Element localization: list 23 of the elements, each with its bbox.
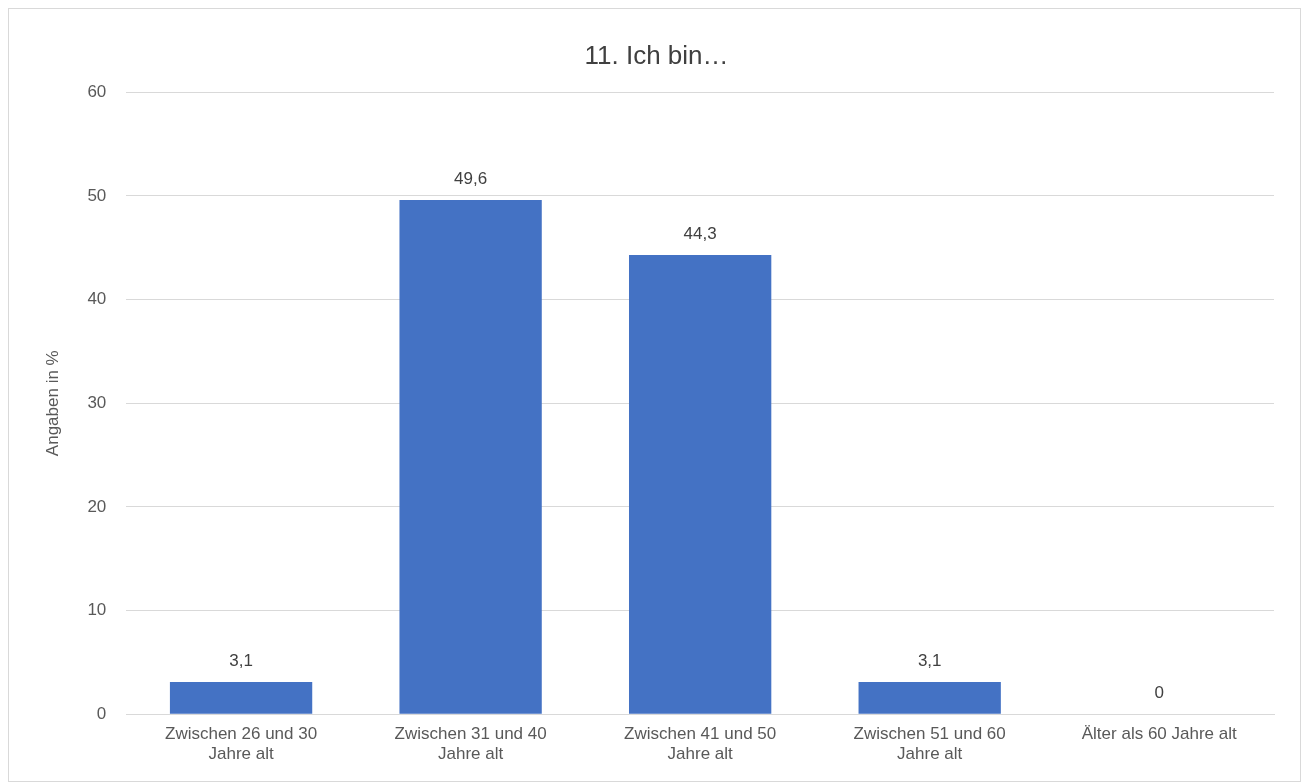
y-tick-label: 10 (87, 600, 107, 620)
data-label: 49,6 (454, 169, 488, 189)
bar (629, 254, 772, 714)
y-axis-title: Angaben in % (42, 350, 62, 457)
bar (399, 200, 542, 714)
y-tick-label: 20 (87, 496, 107, 516)
y-tick-label: 0 (96, 703, 107, 723)
y-tick-label: 30 (87, 392, 107, 412)
x-tick-label: Zwischen 51 und 60 Jahre alt (853, 724, 1006, 764)
y-tick-label: 60 (87, 81, 107, 101)
x-tick-label: Zwischen 26 und 30 Jahre alt (165, 724, 318, 764)
bar (169, 682, 313, 714)
data-label: 3,1 (917, 651, 942, 671)
x-tick-label: Zwischen 41 und 50 Jahre alt (624, 724, 777, 764)
x-tick-label: Zwischen 31 und 40 Jahre alt (394, 724, 547, 764)
chart-title: 11. Ich bin… (584, 39, 729, 70)
data-label: 44,3 (683, 224, 717, 244)
data-label: 0 (1154, 683, 1164, 703)
data-label: 3,1 (229, 651, 253, 671)
bar (858, 682, 1001, 714)
y-tick-label: 40 (87, 289, 107, 309)
y-tick-label: 50 (87, 185, 107, 205)
x-tick-label: Älter als 60 Jahre alt (1081, 724, 1237, 744)
